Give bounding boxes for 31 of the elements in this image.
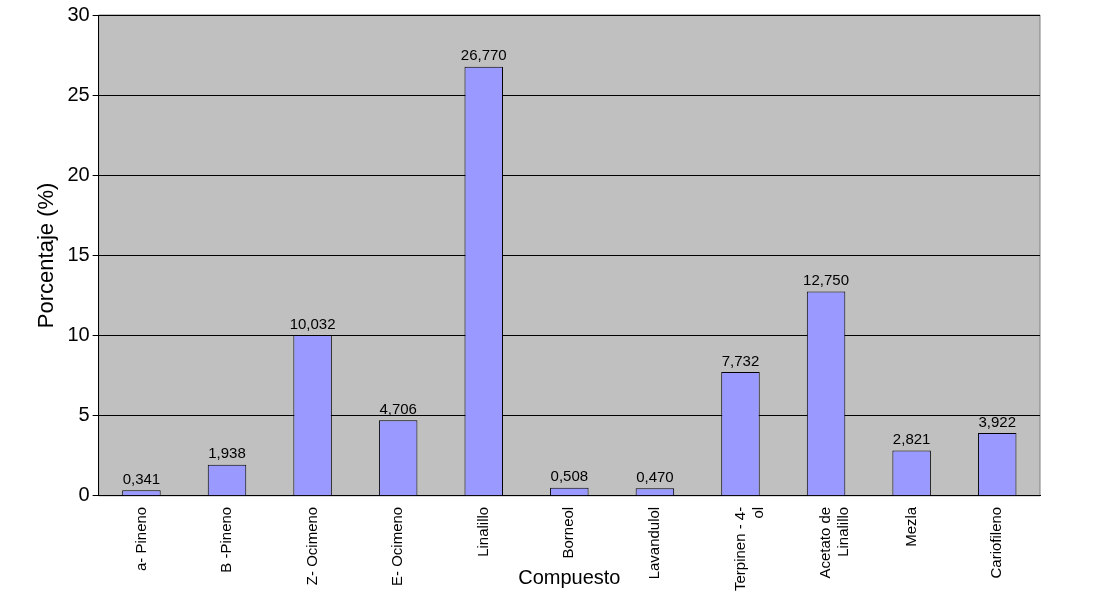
data-label: 4,706 bbox=[379, 400, 417, 418]
data-label: 10,032 bbox=[289, 314, 336, 332]
x-tick-label: a- Pineno bbox=[131, 506, 149, 572]
y-tick-label: 10 bbox=[67, 323, 90, 346]
data-label: 7,732 bbox=[721, 351, 760, 369]
data-label: 1,938 bbox=[208, 444, 246, 462]
x-tick-label: E- Ocimeno bbox=[388, 506, 406, 586]
x-tick-label: B -Pineno bbox=[217, 506, 235, 573]
y-tick-label: 0 bbox=[78, 483, 90, 506]
x-tick-label: Z- Ocimeno bbox=[302, 506, 320, 586]
x-tick-label: Acetato de Linalillo bbox=[816, 506, 852, 579]
y-axis-title: Porcentaje (%) bbox=[33, 182, 59, 329]
x-tick-label: Linalillo bbox=[473, 506, 491, 557]
data-label: 26,770 bbox=[460, 46, 507, 64]
x-tick-label: Terpinen - 4-ol bbox=[730, 506, 766, 592]
y-tick-label: 25 bbox=[67, 82, 90, 105]
x-axis-title: Compuesto bbox=[518, 565, 621, 588]
y-tick-label: 5 bbox=[78, 403, 90, 426]
data-label: 0,341 bbox=[122, 469, 161, 487]
x-tick-label: Cariofileno bbox=[987, 506, 1005, 579]
y-tick-label: 20 bbox=[67, 162, 90, 185]
x-tick-label: Mezla bbox=[901, 506, 919, 547]
data-label: 0,470 bbox=[636, 467, 674, 485]
data-label: 0,508 bbox=[550, 467, 589, 485]
y-tick-label: 30 bbox=[67, 2, 90, 25]
x-tick-label: Lavandulol bbox=[645, 506, 663, 580]
data-label: 12,750 bbox=[803, 271, 849, 289]
y-tick-label: 15 bbox=[67, 242, 90, 265]
x-tick-label: Borneol bbox=[559, 506, 577, 559]
data-label: 3,922 bbox=[978, 412, 1016, 430]
data-label: 2,821 bbox=[892, 430, 931, 448]
